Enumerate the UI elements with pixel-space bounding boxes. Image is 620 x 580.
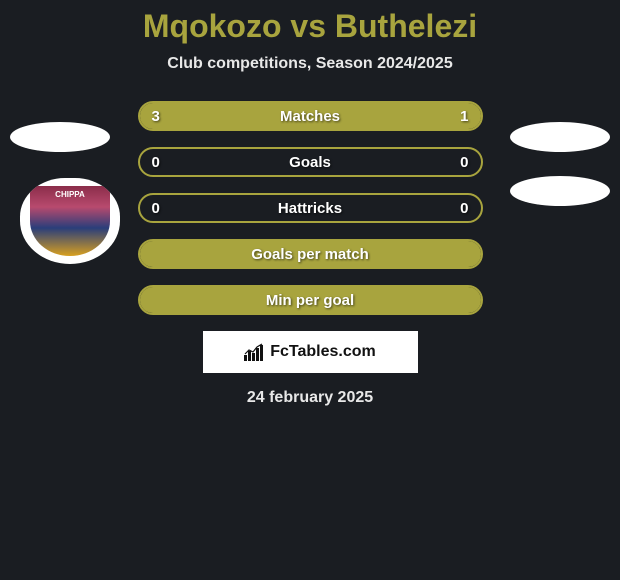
player-right-avatar-placeholder <box>510 122 610 152</box>
player-right-club-placeholder <box>510 176 610 206</box>
stat-value-right: 0 <box>460 200 468 217</box>
stat-label: Goals <box>140 154 481 171</box>
stat-row: Min per goal <box>138 285 483 315</box>
brand-label: FcTables.com <box>270 343 376 361</box>
stat-label: Min per goal <box>140 292 481 309</box>
subtitle: Club competitions, Season 2024/2025 <box>0 55 620 73</box>
stat-label: Matches <box>140 108 481 125</box>
player-left-club-badge: CHIPPA <box>20 178 120 264</box>
comparison-card: Mqokozo vs Buthelezi Club competitions, … <box>0 0 620 407</box>
player-left-avatar-placeholder <box>10 122 110 152</box>
club-badge-label: CHIPPA <box>30 190 110 199</box>
stat-label: Hattricks <box>140 200 481 217</box>
stat-row: Goals per match <box>138 239 483 269</box>
stat-row: 3Matches1 <box>138 101 483 131</box>
stat-value-right: 0 <box>460 154 468 171</box>
stat-label: Goals per match <box>140 246 481 263</box>
stat-value-right: 1 <box>460 108 468 125</box>
stats-list: 3Matches10Goals00Hattricks0Goals per mat… <box>138 101 483 315</box>
branding-box: FcTables.com <box>203 331 418 373</box>
date-label: 24 february 2025 <box>0 389 620 407</box>
stat-row: 0Goals0 <box>138 147 483 177</box>
bar-chart-icon <box>244 343 264 361</box>
stat-row: 0Hattricks0 <box>138 193 483 223</box>
page-title: Mqokozo vs Buthelezi <box>0 8 620 45</box>
